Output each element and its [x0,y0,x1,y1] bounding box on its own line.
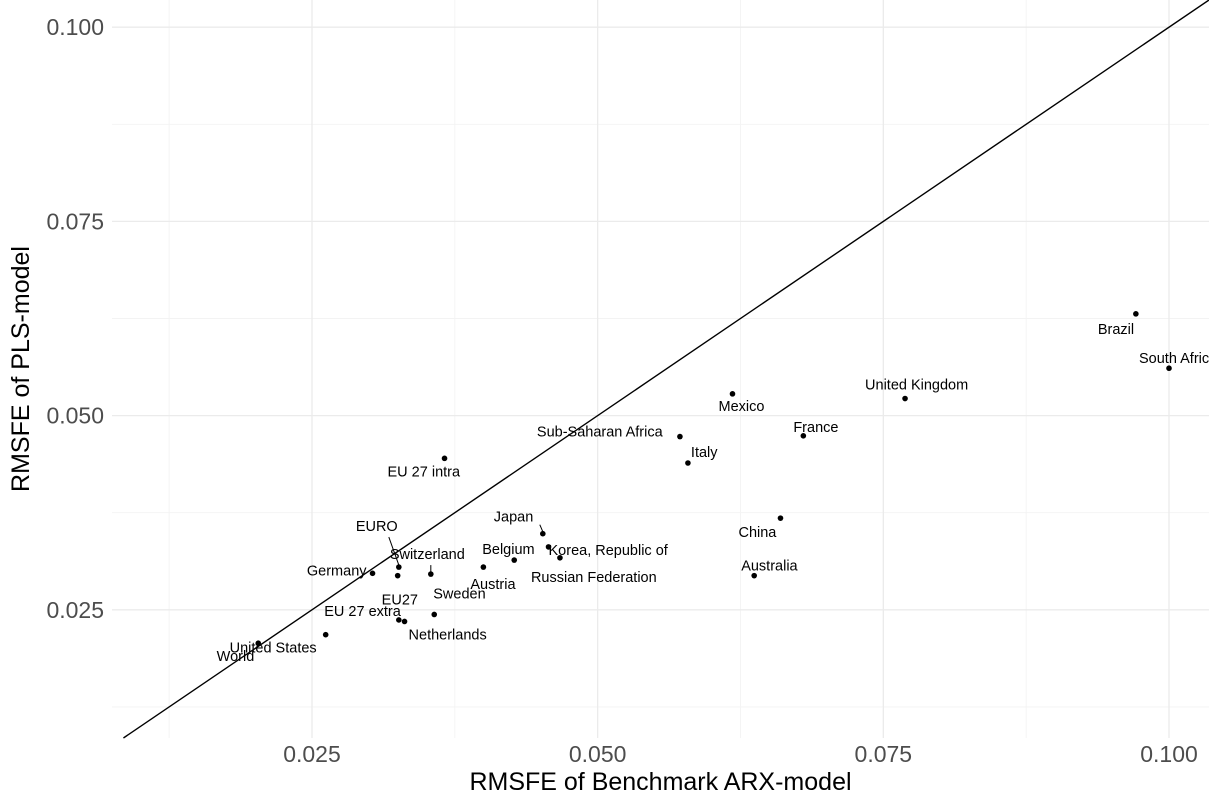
point-china [777,515,784,521]
reference-line-layer [123,0,1209,739]
label-china: China [738,525,777,541]
x-tick-label: 0.050 [569,741,627,767]
point-switzerland [428,571,434,577]
label-united-states: United States [230,641,317,657]
point-russian-federation [557,554,563,561]
point-eu-27-intra [441,455,448,462]
label-france: France [793,420,838,436]
point-australia [751,572,758,579]
x-tick-label: 0.075 [855,741,913,767]
label-south-africa: South Africa [1139,351,1209,367]
label-japan: Japan [494,510,534,526]
point-sweden [431,611,438,618]
point-world [255,640,262,647]
point-mexico [729,391,736,397]
label-russian-federation: Russian Federation [531,570,657,586]
label-world: World [217,649,255,665]
point-japan [540,530,546,537]
x-tick-label: 0.025 [283,741,341,767]
label-united-kingdom: United Kingdom [865,378,968,394]
label-leader-line [388,536,400,566]
y-tick-label: 0.100 [46,14,104,40]
label-switzerland: Switzerland [390,547,465,563]
label-australia: Australia [741,559,798,575]
tick-labels-layer: 0.025 0.050 0.075 0.100 0.025 0.050 0.075 0.100 [46,14,1197,767]
label-sweden: Sweden [433,586,485,602]
point-eu27 [394,572,401,579]
point-belgium [511,557,518,563]
point-united-kingdom [902,395,908,402]
label-belgium: Belgium [482,542,534,558]
grid-layer [112,0,1209,738]
points-layer [255,311,1172,647]
label-brazil: Brazil [1098,322,1134,338]
point-south-africa [1166,365,1172,372]
point-sub-saharan-africa [677,433,683,440]
label-korea-republic-of: Korea, Republic of [549,543,669,559]
point-italy [685,460,691,466]
label-italy: Italy [691,445,718,461]
label-netherlands: Netherlands [409,627,487,643]
point-austria [480,564,487,570]
point-netherlands [401,618,408,625]
label-euro: EURO [356,519,398,535]
point-eu-27-extra [396,617,402,623]
label-eu-27-intra: EU 27 intra [388,464,461,480]
y-tick-label: 0.050 [46,403,104,429]
label-austria: Austria [470,577,516,593]
x-tick-label: 0.100 [1140,741,1198,767]
label-eu-27-extra: EU 27 extra [324,604,401,620]
x-axis-title: RMSFE of Benchmark ARX-model [469,768,851,796]
label-sub-saharan-africa: Sub-Saharan Africa [537,425,664,441]
point-united-states [322,631,329,638]
label-leader-line [539,524,544,532]
y-tick-label: 0.075 [46,208,104,234]
point-brazil [1133,311,1139,317]
y-axis-title: RMSFE of PLS-model [7,246,35,492]
y-tick-label: 0.025 [46,597,104,623]
point-euro [396,564,402,570]
label-eu27: EU27 [382,593,418,609]
point-germany [369,570,376,577]
label-germany: Germany [307,563,367,579]
point-france [800,433,807,439]
label-mexico: Mexico [718,399,764,415]
point-korea-republic-of [545,544,552,550]
identity-line [123,0,1209,739]
